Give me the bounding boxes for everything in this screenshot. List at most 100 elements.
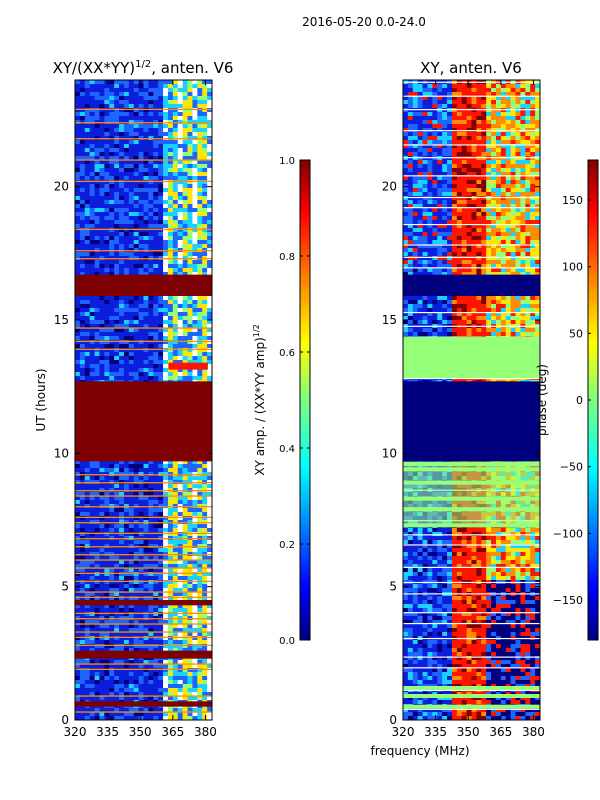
amp-heatmap-cell (158, 264, 164, 269)
amp-heatmap-cell (114, 264, 120, 269)
amp-heatmap-cell (158, 308, 164, 313)
amp-heatmap-cell (99, 376, 105, 381)
phase-heatmap-cell (471, 84, 477, 89)
amp-heatmap-cell (192, 584, 198, 589)
amp-heatmap-cell (133, 584, 140, 589)
amp-heatmap-cell (177, 128, 184, 133)
amp-heatmap-cell (104, 140, 110, 145)
amp-heatmap-cell (153, 308, 159, 313)
amp-heatmap-cell (207, 648, 212, 653)
amp-heatmap-cell (79, 88, 86, 93)
amp-heatmap-cell (99, 260, 105, 265)
amp-heatmap-cell (192, 112, 198, 117)
amp-heatmap-cell (138, 492, 145, 497)
phase-heatmap-cell (412, 104, 419, 109)
amp-heatmap-cell (143, 688, 149, 693)
amp-heatmap-cell (172, 644, 179, 649)
amp-heatmap-cell (89, 240, 96, 245)
amp-heatmap-cell (187, 344, 194, 349)
amp-heatmap-cell (75, 680, 81, 685)
amp-heatmap-cell (133, 344, 140, 349)
amp-heatmap-cell (133, 316, 140, 321)
amp-heatmap-cell (172, 112, 179, 117)
amp-heatmap-cell (79, 268, 86, 273)
amp-flag-line (75, 612, 212, 615)
amp-heatmap-cell (148, 636, 154, 641)
amp-heatmap-cell (143, 172, 149, 177)
amp-heatmap-cell (143, 484, 149, 489)
amp-heatmap-cell (84, 260, 91, 265)
amp-heatmap-cell (84, 220, 91, 225)
amp-heatmap-cell (177, 712, 184, 717)
amp-heatmap-cell (207, 148, 212, 153)
amp-heatmap-cell (177, 516, 184, 521)
amp-heatmap-cell (99, 112, 105, 117)
amp-heatmap-cell (114, 244, 120, 249)
amp-heatmap-cell (158, 636, 164, 641)
amp-heatmap-cell (143, 692, 149, 697)
phase-heatmap-cell (442, 100, 448, 105)
amp-heatmap-cell (197, 588, 203, 593)
amp-heatmap-cell (75, 308, 81, 313)
phase-heatmap-cell (422, 108, 429, 113)
amp-heatmap-cell (197, 204, 203, 209)
amp-heatmap-cell (187, 668, 194, 673)
amp-heatmap-cell (133, 368, 140, 373)
amp-heatmap-cell (197, 216, 203, 221)
amp-heatmap-cell (202, 524, 208, 529)
amp-heatmap-cell (207, 576, 212, 581)
amp-heatmap-cell (187, 192, 194, 197)
phase-heatmap-cell (520, 88, 526, 93)
amp-heatmap-cell (138, 604, 145, 609)
amp-heatmap-cell (148, 696, 154, 701)
phase-heatmap-cell (456, 136, 463, 141)
amp-flag-line (75, 538, 212, 540)
amp-heatmap-cell (89, 184, 96, 189)
amp-heatmap-cell (79, 328, 86, 333)
amp-heatmap-cell (123, 592, 130, 597)
amp-heatmap-cell (89, 128, 96, 133)
amp-heatmap-cell (104, 484, 110, 489)
amp-heatmap-cell (89, 200, 96, 205)
amp-heatmap-cell (128, 548, 135, 553)
phase-heatmap-cell (515, 136, 522, 141)
amp-heatmap-cell (84, 668, 91, 673)
amp-heatmap-cell (172, 344, 179, 349)
amp-heatmap-cell (104, 220, 110, 225)
amp-heatmap-cell (75, 328, 81, 333)
phase-heatmap-cell (456, 116, 463, 121)
amp-heatmap-cell (167, 372, 174, 377)
amp-heatmap-cell (182, 112, 189, 117)
amp-heatmap-cell (197, 508, 203, 513)
phase-heatmap-cell (456, 104, 463, 109)
amp-heatmap-cell (104, 664, 110, 669)
amp-heatmap-cell (138, 212, 145, 217)
amp-heatmap-cell (153, 608, 159, 613)
amp-heatmap-cell (163, 640, 169, 645)
amp-heatmap-cell (207, 272, 212, 277)
amp-heatmap-cell (75, 376, 81, 381)
amp-heatmap-cell (119, 468, 125, 473)
amp-heatmap-cell (192, 236, 198, 241)
amp-heatmap-cell (192, 272, 198, 277)
amp-heatmap-cell (153, 676, 159, 681)
amp-heatmap-cell (163, 528, 169, 533)
amp-heatmap-cell (187, 496, 194, 501)
amp-heatmap-cell (202, 692, 208, 697)
amp-heatmap-cell (163, 104, 169, 109)
amp-heatmap-cell (192, 624, 198, 629)
amp-heatmap-cell (89, 512, 96, 517)
amp-heatmap-cell (167, 84, 174, 89)
phase-heatmap-cell (447, 92, 453, 97)
amp-heatmap-cell (163, 508, 169, 513)
phase-heatmap-cell (530, 120, 536, 125)
amp-heatmap-cell (182, 84, 189, 89)
amp-heatmap-cell (192, 492, 198, 497)
amp-heatmap-cell (177, 196, 184, 201)
amp-heatmap-cell (177, 160, 184, 165)
amp-heatmap-cell (158, 88, 164, 93)
amp-heatmap-cell (207, 332, 212, 337)
amp-heatmap-cell (89, 584, 96, 589)
amp-heatmap-cell (89, 196, 96, 201)
amp-heatmap-cell (119, 180, 125, 185)
